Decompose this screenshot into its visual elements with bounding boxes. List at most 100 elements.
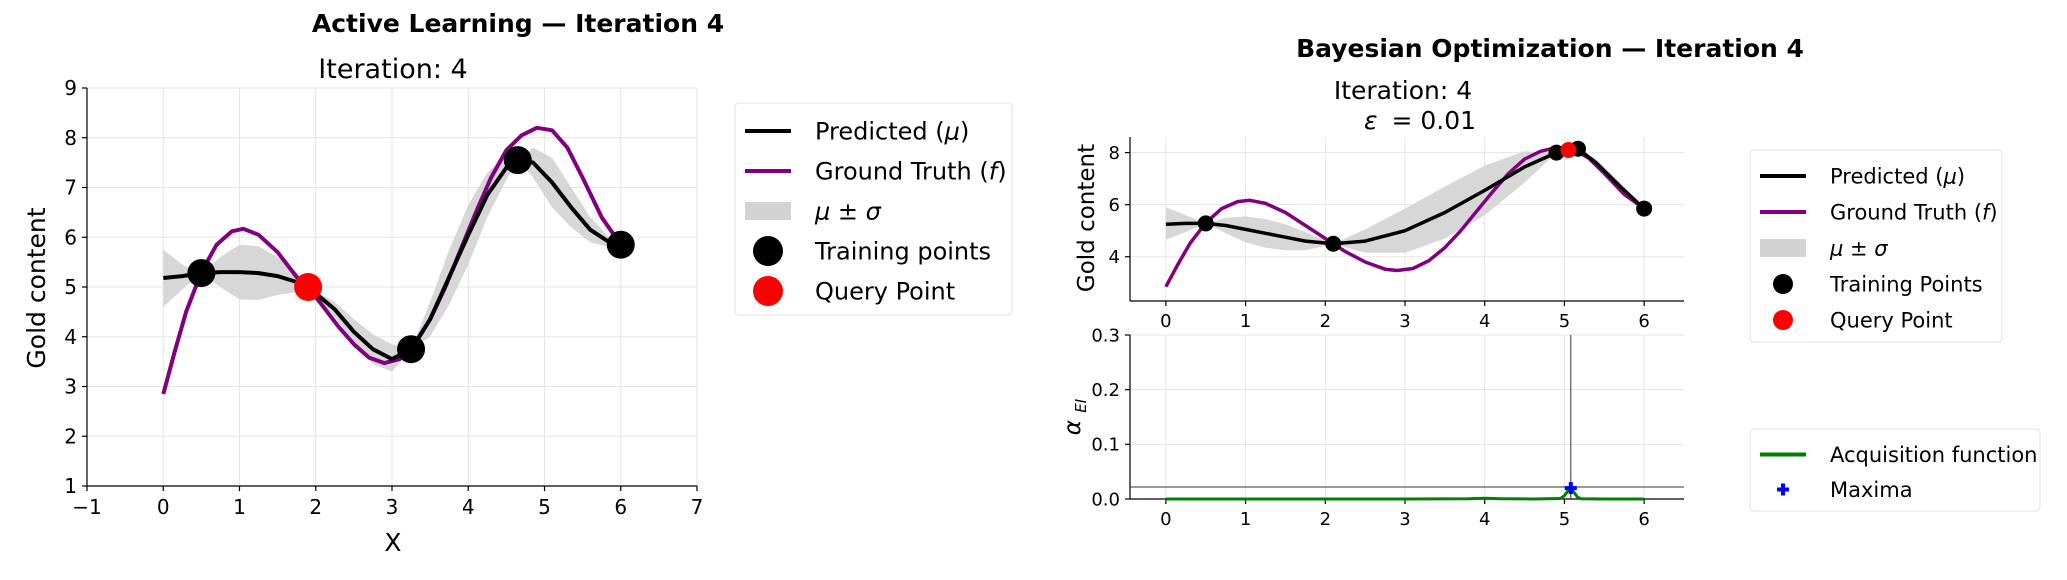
y-tick-label: 5: [64, 275, 77, 299]
legend-label-text: Training points: [814, 238, 991, 266]
training-point: [1325, 235, 1342, 252]
legend-label: Query Point: [815, 278, 955, 306]
x-tick-label: 5: [1559, 509, 1570, 530]
query-point: [294, 273, 323, 301]
legend-label-text: Acquisition function: [1830, 443, 2037, 467]
query-point: [1560, 142, 1577, 159]
legend-label: μ ± σ: [1829, 237, 1888, 261]
x-tick-label: 2: [1320, 509, 1331, 530]
legend-label-math: μ ± σ: [814, 198, 882, 226]
y-tick-label: 0.3: [1091, 325, 1120, 346]
legend-label-math: μ ± σ: [1829, 237, 1888, 261]
legend-label-math: μ: [1942, 165, 1956, 189]
training-point: [606, 230, 635, 259]
x-tick-label: 5: [538, 495, 551, 519]
x-tick-label: 0: [1160, 509, 1171, 530]
right-chart-title: Iteration: 4: [1334, 76, 1472, 105]
y-tick-label: 8: [64, 126, 77, 150]
legend-label: Query Point: [1830, 309, 1953, 333]
legend-label-text: Training Points: [1829, 273, 1983, 297]
y-tick-label: 9: [64, 76, 77, 100]
legend-swatch-dot: [753, 236, 783, 266]
x-tick-label: 4: [1479, 311, 1490, 332]
training-point: [1197, 215, 1214, 232]
legend-label: Training Points: [1829, 273, 1983, 297]
y-tick-label: 7: [64, 176, 77, 200]
bayes-opt-suptitle: Bayesian Optimization — Iteration 4: [1296, 34, 1804, 63]
x-tick-label: 2: [1320, 311, 1331, 332]
active-learning-suptitle: Active Learning — Iteration 4: [312, 9, 724, 38]
x-tick-label: 3: [1399, 509, 1410, 530]
legend-frame: [1749, 428, 2041, 512]
x-tick-label: 0: [1160, 311, 1171, 332]
y-tick-label: 2: [64, 424, 77, 448]
legend-label-text: Predicted (: [1830, 165, 1943, 189]
legend-label-text: Predicted (: [815, 118, 945, 146]
acquisition-ylabel-symbol: α: [1060, 420, 1086, 435]
legend-label: Maxima: [1830, 478, 1913, 502]
bayes-opt-acquisition-plot: 0 1 2 3 4 5 6 0.0 0.1 0.2 0.3: [1091, 325, 1684, 530]
legend-label-tail: ): [1957, 165, 1965, 189]
epsilon-symbol: ε: [1364, 106, 1378, 135]
legend-label: Predicted (μ): [1830, 165, 1965, 189]
legend-swatch-band: [745, 202, 791, 220]
y-tick-label: 8: [1109, 143, 1120, 164]
acquisition-line: [1165, 485, 1645, 501]
x-tick-label: 6: [614, 495, 627, 519]
legend-label-tail: ): [997, 158, 1006, 186]
x-tick-label: 3: [386, 495, 399, 519]
x-tick-label: 1: [1240, 509, 1251, 530]
legend-swatch-band: [1760, 239, 1806, 257]
active-learning-plot: −1 0 1 2 3 4 5 6 7 1 2 3 4 5 6 7 8 9: [64, 76, 703, 519]
maxima-marker: [1564, 482, 1577, 495]
legend-label: Ground Truth (f): [1830, 201, 1998, 225]
y-tick-label: 4: [1109, 247, 1120, 268]
y-tick-label: 6: [1109, 195, 1120, 216]
legend-label-tail: ): [1989, 201, 1997, 225]
legend-label: Ground Truth (f): [815, 158, 1007, 186]
uncertainty-band: [163, 147, 621, 372]
x-tick-label: 1: [1240, 311, 1251, 332]
uncertainty-band: [1165, 148, 1645, 253]
legend-frame: [734, 102, 1013, 316]
legend-swatch-dot: [1773, 310, 1793, 330]
left-xlabel: X: [384, 528, 401, 557]
active-learning-legend: Predicted (μ)Ground Truth (f)μ ± σTraini…: [734, 102, 1013, 316]
ground-truth-line: [161, 125, 623, 395]
y-tick-label: 6: [64, 225, 77, 249]
legend-label: Predicted (μ): [815, 118, 969, 146]
x-tick-label: 0: [157, 495, 170, 519]
legend-swatch-dot: [1773, 274, 1793, 294]
legend-label-math: μ: [944, 118, 960, 146]
training-point: [503, 146, 532, 175]
training-point: [397, 335, 426, 364]
y-tick-label: 0.1: [1091, 435, 1120, 456]
x-tick-label: 3: [1399, 311, 1410, 332]
right-chart-epsilon: ε = 0.01: [1364, 106, 1476, 135]
x-tick-label: 2: [309, 495, 322, 519]
x-tick-label: 6: [1638, 509, 1649, 530]
epsilon-value: = 0.01: [1391, 106, 1476, 135]
legend-label-text: Query Point: [815, 278, 955, 306]
x-tick-label: −1: [72, 495, 101, 519]
legend-label-tail: ): [960, 118, 969, 146]
bayes-opt-gp-plot: 0 1 2 3 4 5 6 4 6 8: [1109, 137, 1684, 332]
left-chart-title: Iteration: 4: [318, 54, 467, 85]
training-point: [1636, 200, 1653, 217]
training-point: [1548, 144, 1565, 161]
y-tick-label: 3: [64, 375, 77, 399]
legend-label: Acquisition function: [1830, 443, 2037, 467]
x-tick-label: 7: [691, 495, 704, 519]
y-tick-label: 1: [64, 474, 77, 498]
training-point: [187, 259, 216, 288]
acquisition-ylabel-subscript: EI: [1072, 398, 1090, 412]
legend-label-math: f: [1982, 201, 1993, 225]
x-tick-label: 6: [1638, 311, 1649, 332]
x-tick-label: 4: [1479, 509, 1490, 530]
legend-label: μ ± σ: [814, 198, 882, 226]
legend-label-text: Ground Truth (: [815, 158, 989, 186]
y-tick-label: 0.2: [1091, 380, 1120, 401]
x-tick-label: 1: [233, 495, 246, 519]
right-top-ylabel: Gold content: [1074, 144, 1100, 292]
acquisition-legend: Acquisition function Maxima: [1749, 428, 2041, 512]
